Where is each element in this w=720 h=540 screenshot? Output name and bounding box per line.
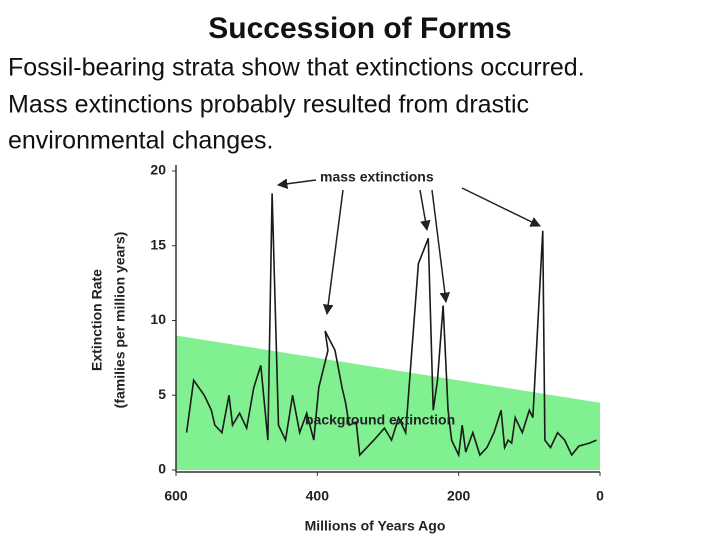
y-tick-label: 20 [150, 162, 166, 178]
y-tick-label: 0 [158, 461, 166, 477]
text-line: Mass extinctions probably resulted from … [8, 91, 529, 119]
arrow [419, 189, 431, 232]
x-tick-label: 600 [164, 488, 188, 504]
y-axis-label: Extinction Rate [89, 269, 105, 371]
annotation: background extinction [305, 412, 455, 428]
line [185, 193, 597, 458]
y-tick-label: 10 [150, 311, 166, 327]
arrows [276, 178, 541, 316]
x-tick-label: 0 [596, 488, 604, 504]
y-axis-label: (families per million years) [112, 232, 128, 409]
arrow [431, 189, 451, 304]
arrow [461, 187, 541, 227]
text-line: environmental changes. [8, 127, 273, 155]
y-tick-label: 15 [150, 236, 166, 252]
plot: 0 5 10 15 20 600 400 200 0 [150, 162, 604, 504]
x-tick-label: 400 [306, 488, 330, 504]
title: Succession of Forms [208, 12, 511, 45]
annotation: mass extinctions [320, 169, 434, 185]
y-tick-label: 5 [158, 386, 166, 402]
background-band [176, 335, 600, 470]
arrow [323, 189, 344, 316]
x-axis-label: Millions of Years Ago [305, 518, 446, 534]
arrow [276, 178, 317, 189]
x-tick-label: 200 [447, 488, 471, 504]
text-line: Fossil-bearing strata show that extincti… [8, 54, 585, 82]
